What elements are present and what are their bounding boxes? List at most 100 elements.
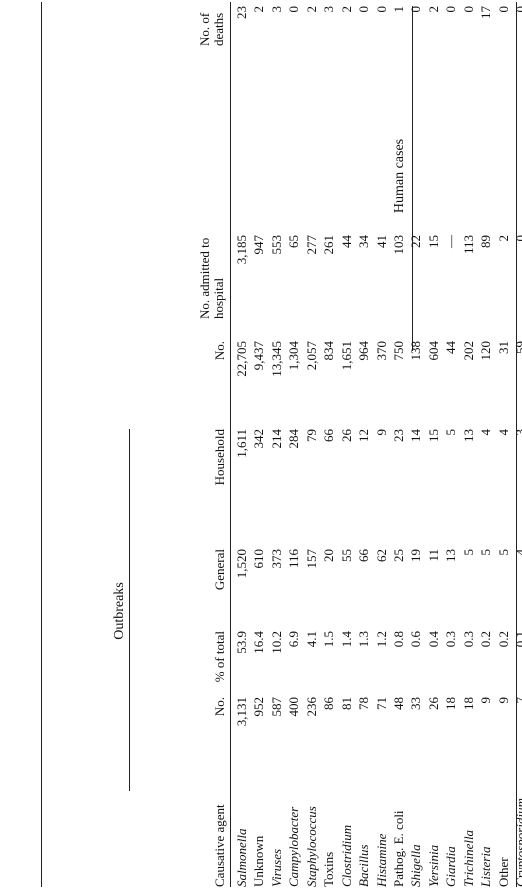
cell-no: 3,131 — [234, 697, 249, 727]
cell-pct: 0.4 — [425, 631, 441, 648]
cell-no: 26 — [425, 697, 441, 710]
cell-pct: 0.2 — [495, 631, 511, 648]
cell-household: 15 — [425, 429, 441, 442]
cell-agent: Viruses — [268, 848, 284, 887]
cell-cases: 964 — [356, 341, 372, 361]
cell-agent: Pathog. E. coli — [390, 810, 406, 887]
table-row: Toxins 86 1.5 20 66 834 261 3 — [320, 2, 337, 887]
cell-no: 7 — [512, 697, 522, 757]
cell-agent: Toxins — [321, 851, 337, 887]
cell-cases: 44 — [443, 341, 459, 354]
cell-admitted: 113 — [460, 235, 476, 255]
cell-cases: 9,437 — [251, 341, 267, 371]
cell-admitted: 34 — [356, 235, 372, 248]
col-header-household: Household — [212, 429, 227, 486]
cell-household: 214 — [268, 429, 284, 449]
cell-household: 342 — [251, 429, 267, 449]
col-header-cases-no: No. — [212, 341, 227, 361]
col-header-agent: Causative agent — [212, 804, 227, 887]
col-header-general: General — [212, 549, 227, 591]
table-row: Yersinia 26 0.4 11 15 604 15 2 — [425, 2, 442, 887]
col-header-pct: % of total — [212, 631, 227, 683]
cell-general: 66 — [356, 549, 372, 562]
cell-pct: 4.1 — [303, 631, 319, 648]
cell-agent: Cryptosporidium — [513, 798, 522, 887]
cell-no: 86 — [321, 697, 337, 710]
cell-general: 157 — [303, 549, 319, 569]
cell-agent: Shigella — [408, 844, 424, 887]
cell-agent: Other — [495, 857, 511, 887]
cell-household: 4 — [495, 429, 511, 436]
cell-admitted: 103 — [390, 235, 406, 255]
cell-household: 5 — [443, 429, 459, 436]
cell-general: 1,520 — [234, 549, 249, 579]
cell-no: 81 — [338, 697, 354, 710]
table-row: Viruses 587 10.2 373 214 13,345 553 3 — [268, 2, 285, 887]
cell-household: 4 — [478, 429, 494, 436]
cell-deaths: 0 — [356, 6, 372, 13]
cell-admitted: 15 — [425, 235, 441, 248]
cell-pct: 10.2 — [268, 631, 284, 654]
cell-cases: 834 — [321, 341, 337, 361]
cell-admitted: 2 — [495, 235, 511, 242]
cell-agent: Salmonella — [234, 828, 249, 888]
cell-admitted: — — [443, 235, 459, 248]
col-header-admitted: No. admitted to hospital — [197, 237, 226, 319]
outbreaks-underline — [129, 429, 130, 791]
cell-general: 610 — [251, 549, 267, 569]
cell-general: 62 — [373, 549, 389, 562]
cell-pct: 0.2 — [478, 631, 494, 648]
cell-household: 66 — [321, 429, 337, 442]
cell-household: 1,611 — [234, 429, 249, 458]
cell-pct: 16.4 — [251, 631, 267, 654]
top-rule — [41, 2, 42, 887]
cell-pct: 0.1 — [513, 631, 522, 648]
cell-no: 236 — [303, 697, 319, 717]
cell-household: 13 — [460, 429, 476, 442]
cell-general: 55 — [338, 549, 354, 562]
table-row: Listeria 9 0.2 5 4 120 89 17 — [477, 2, 494, 887]
cell-agent: Staphylococcus — [303, 806, 319, 887]
cell-no: 48 — [390, 697, 406, 710]
cell-admitted: 41 — [373, 235, 389, 248]
cell-household: 3 — [512, 429, 522, 559]
cell-no: 952 — [251, 697, 267, 717]
cell-pct: 53.9 — [234, 631, 249, 654]
cell-admitted: 3,185 — [234, 235, 249, 265]
cell-deaths: 0 — [443, 6, 459, 13]
cell-agent: Campylobacter — [286, 806, 302, 887]
cell-pct: 1.3 — [356, 631, 372, 648]
cell-general: 5 — [478, 549, 494, 556]
col-header-outbreak-no: No. — [212, 697, 227, 717]
cell-deaths: 0 — [373, 6, 389, 13]
cell-admitted: 947 — [251, 235, 267, 255]
cell-no: 78 — [356, 697, 372, 710]
cell-cases: 370 — [373, 341, 389, 361]
cell-household: 14 — [408, 429, 424, 442]
cell-deaths: 3 — [268, 6, 284, 13]
cell-household: 12 — [356, 429, 372, 442]
cell-no: 587 — [268, 697, 284, 717]
cell-pct: 6.9 — [286, 631, 302, 648]
cell-no: 33 — [408, 697, 424, 710]
cell-deaths: 23 — [234, 6, 249, 19]
cell-deaths: 2 — [251, 6, 267, 13]
cell-no: 18 — [460, 697, 476, 710]
table-row: Bacillus 78 1.3 66 12 964 34 0 — [355, 2, 372, 887]
cell-general: 13 — [443, 549, 459, 562]
cell-household: 23 — [390, 429, 406, 442]
cell-deaths: 2 — [425, 6, 441, 13]
cell-agent: Unknown — [251, 835, 267, 887]
table-row: Other 9 0.2 5 4 31 2 0 — [495, 2, 512, 887]
cell-general: 20 — [321, 549, 337, 562]
table-row: Shigella 33 0.6 19 14 138 22 0 — [407, 2, 424, 887]
cell-general: 5 — [495, 549, 511, 556]
cell-cases: 59 — [513, 341, 522, 354]
cell-deaths: 0 — [495, 6, 511, 13]
cell-deaths: 0 — [286, 6, 302, 13]
cell-admitted: 277 — [303, 235, 319, 255]
cell-cases: 1,651 — [338, 341, 354, 371]
cell-no: 400 — [286, 697, 302, 717]
cell-pct: 0.3 — [443, 631, 459, 648]
table-row: Campylobacter 400 6.9 116 284 1,304 65 0 — [285, 2, 302, 887]
